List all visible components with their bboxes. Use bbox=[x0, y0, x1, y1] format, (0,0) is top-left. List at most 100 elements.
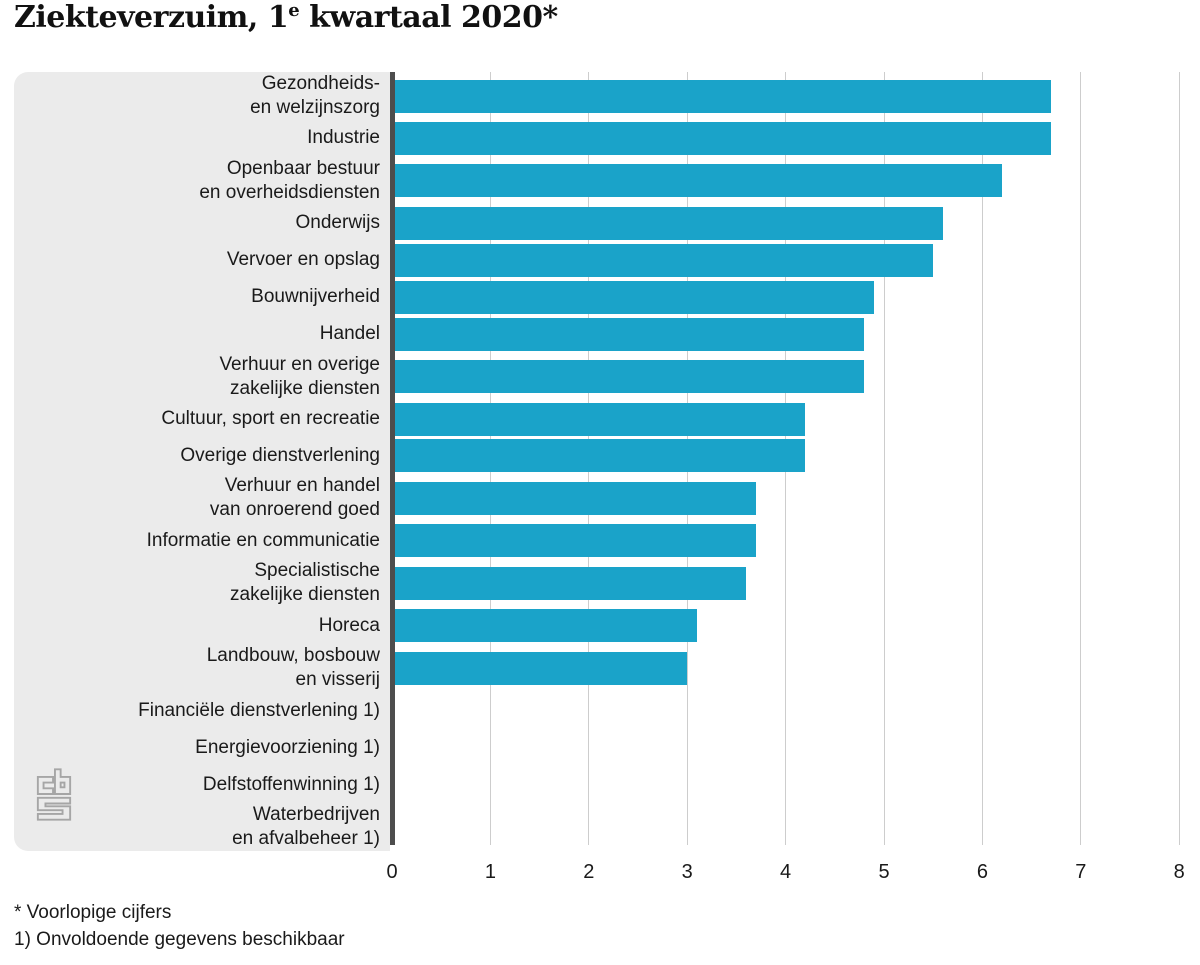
bar-row: Financiële dienstverlening 1) bbox=[14, 692, 1180, 729]
bar-area bbox=[390, 72, 1180, 120]
x-tick-label: 2 bbox=[583, 861, 595, 883]
category-label: Financiële dienstverlening 1) bbox=[138, 699, 380, 721]
x-tick-label: 5 bbox=[878, 861, 890, 883]
bar-area bbox=[390, 474, 1180, 522]
bar bbox=[395, 651, 688, 685]
bar-row: Waterbedrijven en afvalbeheer 1) bbox=[14, 803, 1180, 851]
gridline bbox=[1080, 72, 1082, 845]
bar-area bbox=[390, 157, 1180, 205]
bar-row: Informatie en communicatie bbox=[14, 522, 1180, 559]
category-label: Openbaar bestuur en overheidsdiensten bbox=[199, 157, 380, 203]
bar-area bbox=[390, 766, 1180, 803]
chart-title-superscript: e bbox=[288, 0, 300, 21]
x-tick-label: 7 bbox=[1075, 861, 1087, 883]
bar-area bbox=[390, 559, 1180, 607]
cbs-logo-letter-b bbox=[54, 768, 72, 795]
bar-row: Vervoer en opslag bbox=[14, 242, 1180, 279]
category-label-panel bbox=[14, 72, 390, 851]
x-tick-label: 1 bbox=[484, 861, 496, 883]
bar bbox=[395, 164, 1003, 198]
bar-area bbox=[390, 353, 1180, 401]
bar-area bbox=[390, 120, 1180, 157]
bar-area bbox=[390, 242, 1180, 279]
bar bbox=[395, 206, 944, 240]
bar-row: Overige dienstverlening bbox=[14, 438, 1180, 475]
x-tick-label: 6 bbox=[976, 861, 988, 883]
x-tick-label: 3 bbox=[681, 861, 693, 883]
bar bbox=[395, 481, 757, 515]
y-axis-line bbox=[390, 72, 395, 845]
x-axis-tick-labels: 0 1 2 3 4 5 6 7 8 bbox=[14, 861, 1184, 887]
x-tick-label: 8 bbox=[1173, 861, 1185, 883]
bar-row: Gezondheids- en welzijnszorg bbox=[14, 72, 1180, 120]
bar-area bbox=[390, 692, 1180, 729]
cbs-logo-letter-s bbox=[36, 796, 72, 821]
cbs-logo-letter-c bbox=[36, 775, 54, 795]
footnote-insufficient-data: 1) Onvoldoende gegevens beschikbaar bbox=[14, 929, 345, 950]
chart-title-part1: Ziekteverzuim, 1 bbox=[14, 0, 289, 35]
category-label: Energievoorziening 1) bbox=[195, 736, 380, 758]
bar-row: Landbouw, bosbouw en visserij bbox=[14, 644, 1180, 692]
gridline bbox=[1178, 72, 1180, 845]
category-label: Informatie en communicatie bbox=[146, 529, 380, 551]
bar-area bbox=[390, 803, 1180, 851]
bar-row: Cultuur, sport en recreatie bbox=[14, 401, 1180, 438]
bar-chart: Gezondheids- en welzijnszorg Industrie O… bbox=[14, 72, 1185, 883]
bar-area bbox=[390, 438, 1180, 475]
category-label: Overige dienstverlening bbox=[180, 444, 380, 466]
bar-area bbox=[390, 729, 1180, 766]
x-tick-label: 4 bbox=[780, 861, 792, 883]
bar-row: Energievoorziening 1) bbox=[14, 729, 1180, 766]
cbs-logo-letter-b-hole bbox=[59, 781, 66, 789]
category-label: Vervoer en opslag bbox=[226, 249, 380, 271]
bar bbox=[395, 524, 757, 558]
bar-area bbox=[390, 401, 1180, 438]
chart-title-part2: kwartaal 2020* bbox=[299, 0, 558, 35]
bar bbox=[395, 317, 865, 351]
category-label: Landbouw, bosbouw en visserij bbox=[206, 645, 380, 691]
category-label: Handel bbox=[319, 323, 380, 345]
bar-row: Specialistische zakelijke diensten bbox=[14, 559, 1180, 607]
bar-row: Horeca bbox=[14, 607, 1180, 644]
footnote-preliminary-figures: * Voorlopige cijfers bbox=[14, 902, 172, 923]
bar-row: Industrie bbox=[14, 120, 1180, 157]
bar-area bbox=[390, 279, 1180, 316]
category-label: Cultuur, sport en recreatie bbox=[161, 408, 380, 430]
category-label: Industrie bbox=[307, 127, 380, 149]
bar bbox=[395, 121, 1052, 155]
bar-row: Bouwnijverheid bbox=[14, 279, 1180, 316]
bar bbox=[395, 402, 806, 436]
category-label: Onderwijs bbox=[295, 212, 380, 234]
category-label: Specialistische zakelijke diensten bbox=[230, 560, 380, 606]
category-label: Waterbedrijven en afvalbeheer 1) bbox=[232, 804, 380, 850]
bar bbox=[395, 609, 698, 643]
footnotes: * Voorlopige cijfers 1) Onvoldoende gege… bbox=[14, 899, 345, 953]
category-label: Horeca bbox=[318, 614, 380, 636]
bar-row: Onderwijs bbox=[14, 205, 1180, 242]
category-label: Bouwnijverheid bbox=[251, 286, 380, 308]
bar bbox=[395, 566, 747, 600]
cbs-logo bbox=[36, 768, 72, 821]
bar-area bbox=[390, 316, 1180, 353]
category-label: Delfstoffenwinning 1) bbox=[202, 773, 380, 795]
bar-row: Verhuur en overige zakelijke diensten bbox=[14, 353, 1180, 401]
bar bbox=[395, 360, 865, 394]
gridline bbox=[883, 72, 885, 845]
bar-row: Handel bbox=[14, 316, 1180, 353]
bar bbox=[395, 243, 934, 277]
bar-rows: Gezondheids- en welzijnszorg Industrie O… bbox=[14, 72, 1180, 851]
category-label: Verhuur en handel van onroerend goed bbox=[209, 475, 380, 521]
category-label: Gezondheids- en welzijnszorg bbox=[250, 73, 380, 118]
x-tick-label: 0 bbox=[386, 861, 398, 883]
bar bbox=[395, 280, 875, 314]
category-label: Verhuur en overige zakelijke diensten bbox=[219, 353, 380, 399]
bar-area bbox=[390, 205, 1180, 242]
bar-row: Openbaar bestuur en overheidsdiensten bbox=[14, 157, 1180, 205]
gridline bbox=[981, 72, 983, 845]
chart-title: Ziekteverzuim, 1e kwartaal 2020* bbox=[14, 0, 558, 35]
bar bbox=[395, 439, 806, 473]
bar-area bbox=[390, 607, 1180, 644]
bar bbox=[395, 79, 1052, 113]
bar-row: Delfstoffenwinning 1) bbox=[14, 766, 1180, 803]
